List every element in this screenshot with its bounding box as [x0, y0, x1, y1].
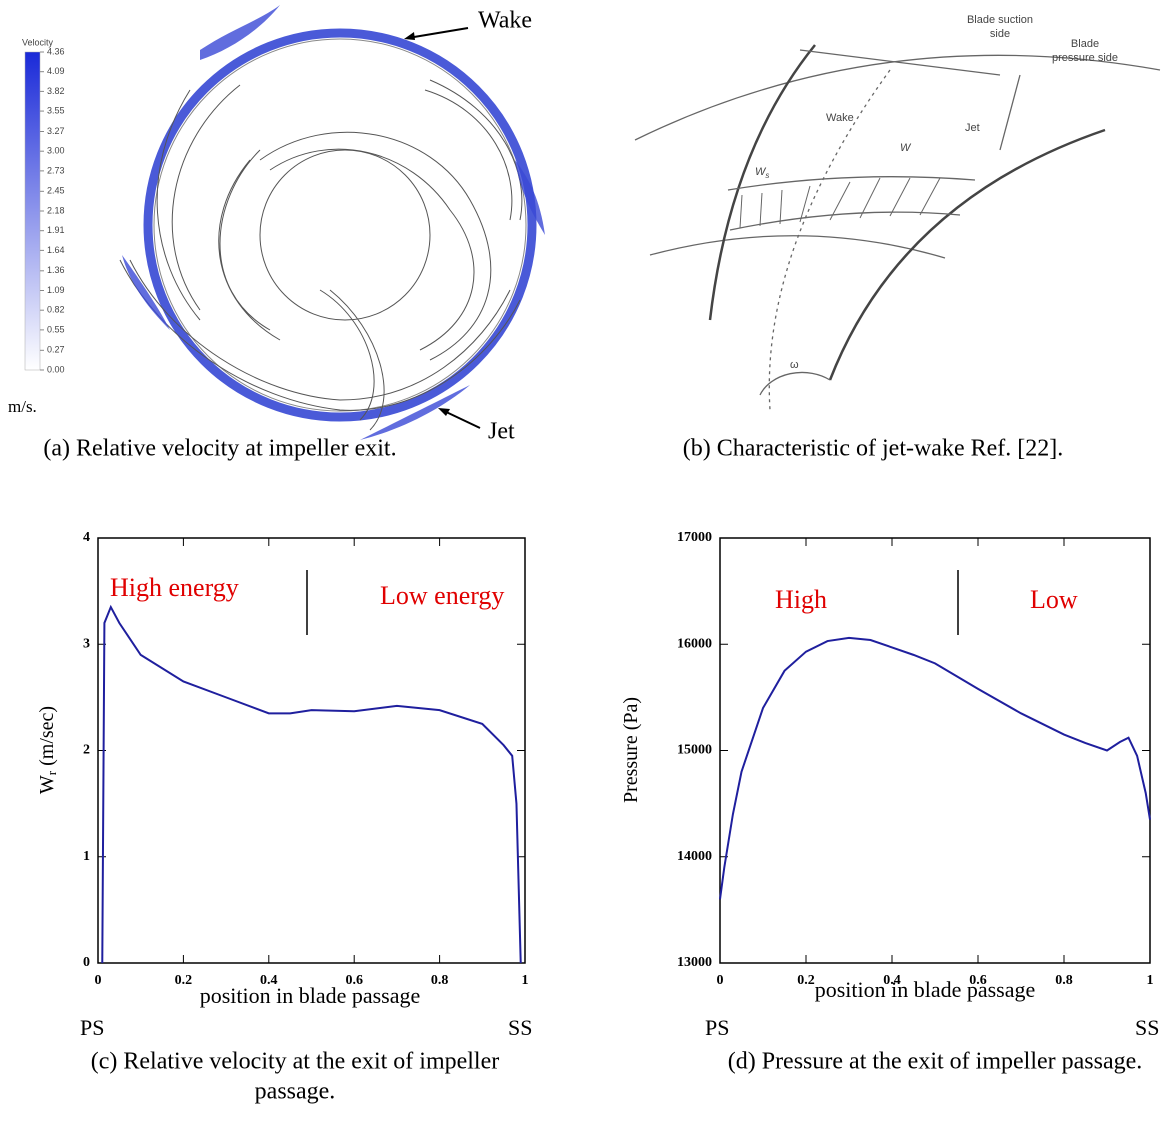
colorbar	[24, 51, 41, 371]
omega-label: ω	[790, 359, 799, 371]
w-label: W	[900, 142, 912, 154]
wake-regions	[122, 5, 545, 440]
y-tick-label: 17000	[677, 530, 712, 545]
caption: (d) Pressure at the exit of impeller pas…	[728, 1049, 1143, 1075]
annotation: Low energy	[380, 581, 504, 610]
y-axis-label: Pressure (Pa)	[620, 697, 642, 803]
x-tick-label: 0.6	[345, 973, 363, 988]
colorbar-label: 2.73	[47, 165, 65, 175]
arrowhead	[404, 32, 415, 40]
impeller	[119, 28, 537, 431]
wake-label: Wake	[826, 112, 854, 124]
annotation: Low	[1030, 585, 1078, 614]
caption: (b) Characteristic of jet-wake Ref. [22]…	[683, 436, 1064, 462]
colorbar-label: 0.00	[47, 364, 65, 374]
x-tick-label: 0	[717, 973, 724, 988]
colorbar-label: 1.91	[47, 225, 65, 235]
jet-label: Jet	[965, 122, 980, 134]
suction-label: side	[990, 28, 1010, 40]
pressure-label: pressure side	[1052, 52, 1118, 64]
x-axis-label: position in blade passage	[200, 983, 421, 1008]
annotation: High	[775, 585, 827, 614]
x-tick-label: 0.8	[1055, 973, 1073, 988]
colorbar-label: 0.27	[47, 345, 65, 355]
x-axis-label: position in blade passage	[815, 977, 1036, 1002]
colorbar-label: 3.27	[47, 126, 65, 136]
colorbar-label: 2.45	[47, 186, 65, 196]
velocity-arrows	[739, 177, 941, 229]
x-tick-label: 0.8	[431, 973, 449, 988]
colorbar-label: 0.55	[47, 324, 65, 334]
colorbar-label: 1.09	[47, 285, 65, 295]
y-tick-label: 4	[83, 530, 90, 545]
ps-label: PS	[705, 1015, 729, 1040]
caption: (c) Relative velocity at the exit of imp…	[91, 1049, 500, 1075]
y-tick-label: 13000	[677, 955, 712, 970]
y-axis-label: Wr (m/sec)	[36, 706, 59, 794]
arrow	[441, 409, 481, 429]
y-tick-label: 14000	[677, 849, 712, 864]
arrow	[407, 27, 469, 39]
annotation: High energy	[110, 573, 239, 602]
y-tick-label: 15000	[677, 743, 712, 758]
data-line	[101, 604, 522, 964]
caption: (a) Relative velocity at impeller exit.	[43, 436, 396, 462]
arrowhead	[438, 408, 450, 416]
colorbar-label: 2.18	[47, 205, 65, 215]
legend-title: Velocity	[22, 37, 54, 47]
pressure-label: Blade	[1071, 38, 1099, 50]
x-tick-label: 1	[522, 973, 529, 988]
jet-wake-diagram	[634, 44, 1161, 411]
wake-label: Wake	[478, 8, 532, 34]
colorbar-label: 4.09	[47, 66, 65, 76]
y-tick-label: 3	[83, 636, 90, 651]
suction-label: Blade suction	[967, 14, 1033, 26]
colorbar-label: 3.00	[47, 146, 65, 156]
colorbar-label: 4.36	[47, 46, 65, 56]
y-tick-label: 1	[83, 849, 90, 864]
x-tick-label: 1	[1147, 973, 1154, 988]
data-line	[719, 636, 1151, 900]
ss-label: SS	[508, 1015, 532, 1040]
y-tick-label: 0	[83, 955, 90, 970]
y-tick-label: 2	[83, 743, 90, 758]
ps-label: PS	[80, 1015, 104, 1040]
colorbar-label: 1.64	[47, 245, 65, 255]
x-tick-label: 0.2	[175, 973, 193, 988]
ss-label: SS	[1135, 1015, 1159, 1040]
x-tick-label: 0	[95, 973, 102, 988]
y-tick-label: 16000	[677, 636, 712, 651]
jet-label: Jet	[488, 419, 515, 445]
x-tick-label: 0.4	[883, 973, 901, 988]
x-tick-label: 0.4	[260, 973, 278, 988]
colorbar-label: 3.82	[47, 86, 65, 96]
colorbar-label: 3.55	[47, 105, 65, 115]
legend-unit: m/s.	[8, 397, 37, 416]
ws-label: Ws	[755, 166, 769, 180]
colorbar-label: 0.82	[47, 305, 65, 315]
x-tick-label: 0.2	[797, 973, 815, 988]
caption: passage.	[255, 1079, 336, 1105]
colorbar-label: 1.36	[47, 265, 65, 275]
x-tick-label: 0.6	[969, 973, 987, 988]
